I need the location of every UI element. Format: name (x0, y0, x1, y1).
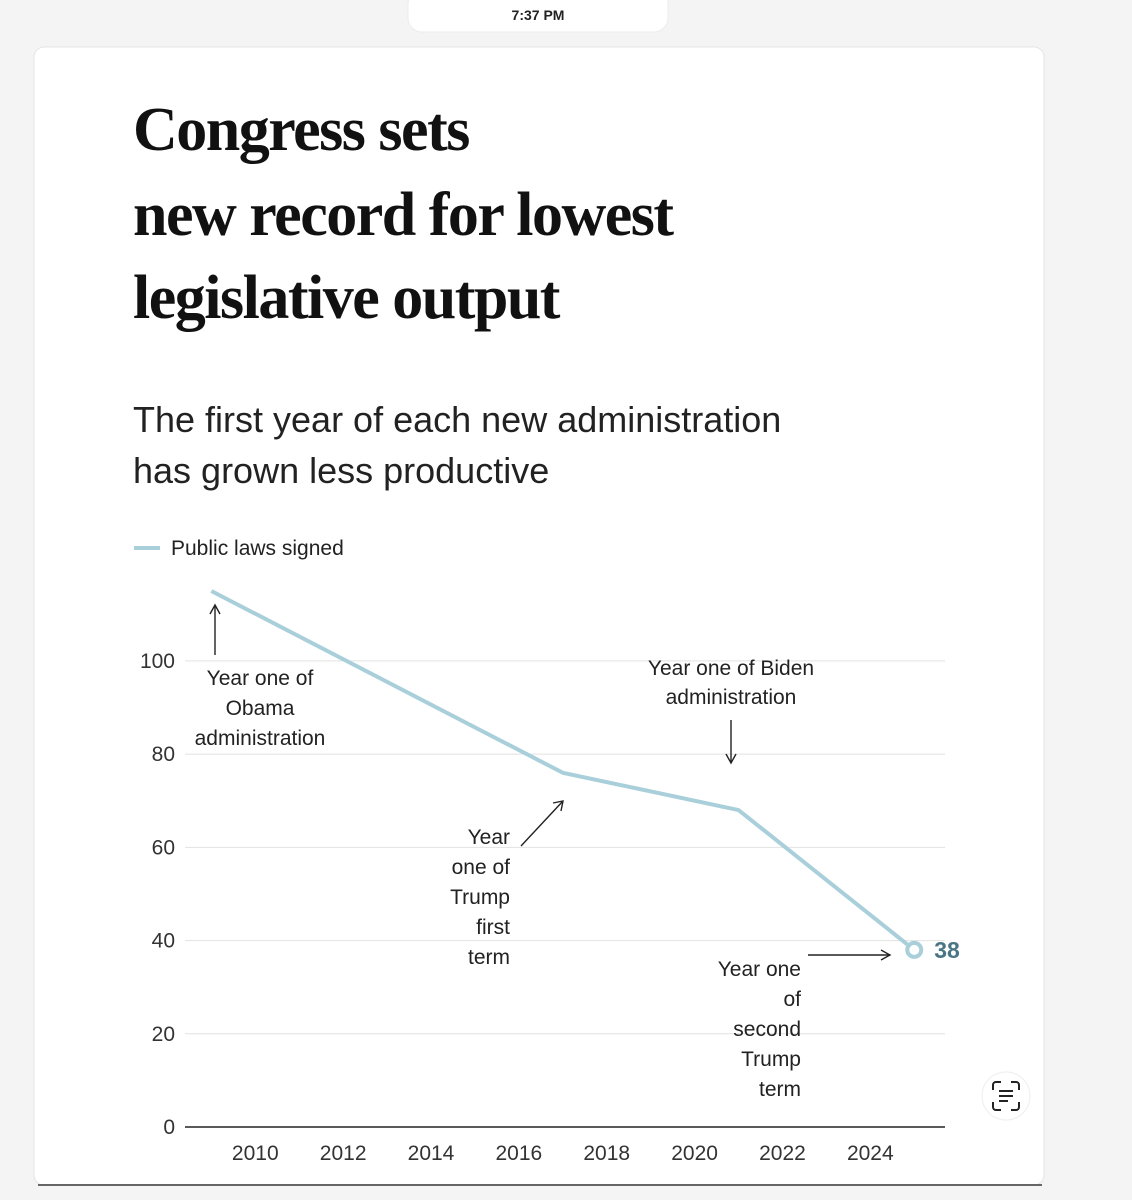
status-pill (407, 0, 669, 33)
legend-label: Public laws signed (171, 537, 344, 560)
annotation-trump-first: Year one of Trump first term (450, 800, 564, 969)
annotation-line: term (468, 946, 510, 969)
title-line: legislative output (133, 264, 561, 332)
title-line: new record for lowest (133, 181, 674, 249)
annotation-line: Year (468, 826, 510, 849)
x-tick-label: 2012 (320, 1142, 367, 1165)
end-point (905, 940, 924, 959)
title-line: Congress sets (133, 96, 469, 164)
plot: 0 20 40 60 80 100 2010 2012 2014 2016 2018 2020 2022… (140, 589, 960, 1165)
y-tick-label: 0 (163, 1116, 175, 1139)
arrow-head (209, 603, 221, 615)
x-tick-label: 2016 (496, 1142, 543, 1165)
y-tick-label: 100 (140, 650, 175, 673)
annotation-line: term (759, 1078, 801, 1101)
x-tick-label: 2014 (408, 1142, 455, 1165)
value-label: 38 (934, 937, 960, 963)
arrow-head (880, 949, 892, 961)
annotation-obama: Year one of Obama administration (195, 603, 326, 750)
annotation-line: administration (195, 727, 326, 750)
subtitle-line: The first year of each new administratio… (133, 399, 781, 440)
x-tick-label: 2018 (583, 1142, 630, 1165)
x-tick-label: 2024 (847, 1142, 894, 1165)
scan-icon[interactable] (981, 1071, 1031, 1121)
annotation-biden: Year one of Biden administration (648, 657, 814, 765)
annotation-line: first (476, 916, 510, 939)
annotation-line: Trump (741, 1048, 801, 1071)
data-line (210, 589, 916, 952)
y-tick-label: 80 (152, 743, 175, 766)
y-tick-label: 60 (152, 836, 175, 859)
status-time: 7:37 PM (512, 7, 565, 23)
annotation-line: one of (452, 856, 511, 879)
x-tick-label: 2022 (759, 1142, 806, 1165)
subtitle-line: has grown less productive (133, 450, 549, 491)
annotation-line: administration (666, 686, 797, 709)
arrow (520, 800, 564, 847)
annotation-line: second (733, 1018, 801, 1041)
y-tick-label: 40 (152, 930, 175, 953)
annotation-trump-second: Year one of second Trump term (718, 949, 892, 1101)
x-tick-label: 2010 (232, 1142, 279, 1165)
x-tick-label: 2020 (671, 1142, 718, 1165)
arrow-head (552, 800, 564, 812)
annotation-line: Year one (718, 958, 801, 981)
annotation-line: Obama (226, 697, 295, 720)
annotation-line: of (783, 988, 801, 1011)
arrow-head (725, 753, 737, 765)
y-tick-label: 20 (152, 1023, 175, 1046)
annotation-line: Year one of (207, 667, 314, 690)
annotation-line: Trump (450, 886, 510, 909)
annotation-line: Year one of Biden (648, 657, 814, 680)
